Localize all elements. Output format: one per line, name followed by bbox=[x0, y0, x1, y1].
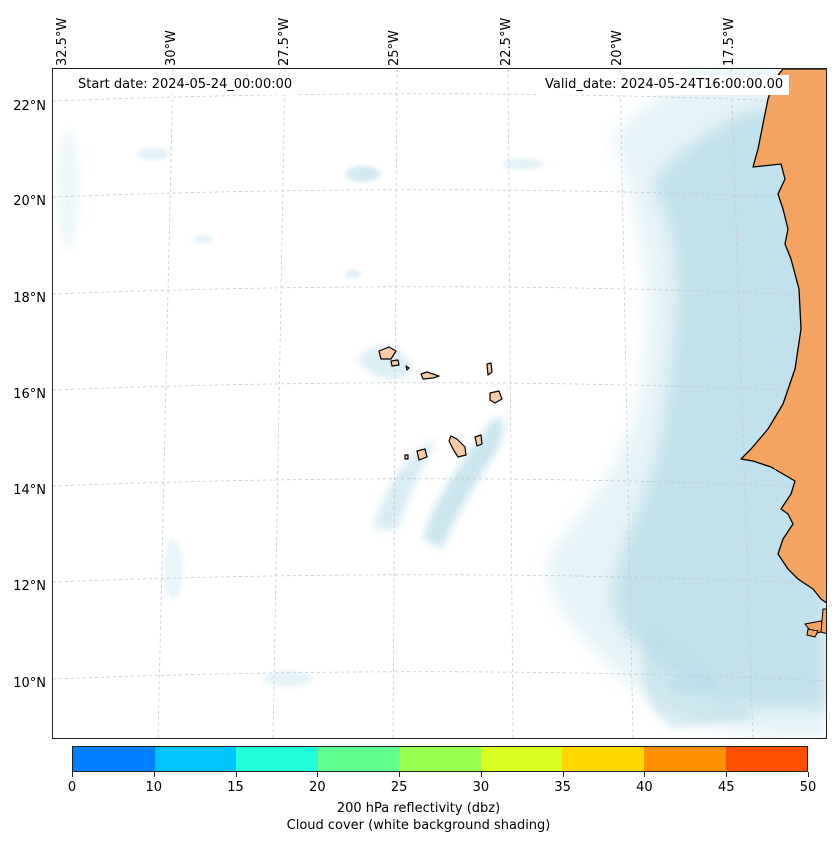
island-maio bbox=[474, 434, 483, 447]
lat-label-14n: 14°N bbox=[13, 483, 46, 498]
lat-label-12n: 12°N bbox=[13, 579, 46, 594]
colorbar-segment bbox=[73, 747, 155, 771]
cloud-cape-verde bbox=[358, 346, 413, 380]
colorbar-tick-label: 40 bbox=[636, 780, 653, 795]
colorbar-tick-mark bbox=[644, 772, 646, 777]
lon-label-17-5w: 17.5°W bbox=[722, 17, 737, 66]
colorbar-tick-mark bbox=[399, 772, 401, 777]
lon-label-22-5w: 22.5°W bbox=[499, 17, 514, 66]
cloud-blob-6 bbox=[263, 671, 313, 687]
colorbar-tick-label: 20 bbox=[309, 780, 326, 795]
colorbar-segment bbox=[399, 747, 481, 771]
colorbar-segment bbox=[562, 747, 644, 771]
colorbar-tick-mark bbox=[153, 772, 155, 777]
colorbar-tick-label: 0 bbox=[67, 780, 77, 795]
cloud-streak-2 bbox=[373, 439, 434, 529]
cloud-blob-7 bbox=[163, 539, 183, 599]
colorbar-tick-label: 45 bbox=[717, 780, 735, 795]
cloud-blob-1 bbox=[345, 166, 381, 182]
colorbar-tick-mark bbox=[562, 772, 564, 777]
lon-label-30w: 30°W bbox=[164, 30, 179, 66]
colorbar-tick-mark bbox=[726, 772, 728, 777]
colorbar-segment bbox=[643, 747, 726, 771]
meridian-27-5w bbox=[272, 69, 286, 738]
reflectivity-colorbar bbox=[72, 746, 808, 772]
island-santa-luzia bbox=[405, 365, 410, 371]
colorbar-segment bbox=[480, 747, 563, 771]
colorbar-tick-label: 15 bbox=[227, 780, 244, 795]
colorbar-tick-mark bbox=[480, 772, 482, 777]
lat-label-22n: 22°N bbox=[13, 99, 46, 114]
cloud-streak-1 bbox=[423, 416, 504, 549]
colorbar-label: 200 hPa reflectivity (dbz) bbox=[336, 801, 501, 816]
colorbar-segment bbox=[236, 747, 318, 771]
lat-label-18n: 18°N bbox=[13, 291, 46, 306]
colorbar-segment bbox=[154, 747, 237, 771]
cloud-blob-2 bbox=[137, 148, 169, 160]
meridian-25w bbox=[392, 69, 398, 738]
guinea-coast bbox=[820, 608, 826, 634]
africa-landmass bbox=[740, 69, 826, 604]
island-brava bbox=[404, 454, 409, 460]
valid-date-label: Valid_date: 2024-05-24T16:00:00.00 bbox=[539, 75, 790, 95]
cloud-blob-8 bbox=[58, 129, 78, 249]
graticule bbox=[53, 69, 826, 738]
colorbar-tick-mark bbox=[235, 772, 237, 777]
cloud-blob-5 bbox=[193, 235, 213, 243]
colorbar-tick-label: 50 bbox=[799, 780, 817, 795]
colorbar-tick-label: 25 bbox=[390, 780, 408, 795]
meridian-22-5w bbox=[507, 69, 514, 738]
lon-label-27-5w: 27.5°W bbox=[277, 17, 292, 66]
lon-label-32-5w: 32.5°W bbox=[55, 17, 70, 66]
cloud-cover-layer bbox=[58, 69, 826, 738]
colorbar-segment bbox=[725, 747, 808, 771]
colorbar-tick-mark bbox=[808, 772, 809, 777]
lat-label-16n: 16°N bbox=[13, 387, 46, 402]
meridian-17-5w bbox=[730, 69, 754, 738]
island-sao-nicolau bbox=[420, 371, 440, 380]
colorbar-sublabel: Cloud cover (white background shading) bbox=[286, 818, 551, 833]
map-canvas bbox=[53, 69, 826, 738]
bijagos-islands bbox=[806, 628, 819, 638]
meridian-30w bbox=[157, 69, 174, 738]
africa-land bbox=[740, 69, 826, 638]
island-fogo bbox=[416, 448, 428, 461]
map-panel[interactable] bbox=[52, 68, 827, 739]
colorbar-tick-label: 35 bbox=[554, 780, 571, 795]
meridian-20w bbox=[619, 69, 634, 738]
colorbar-tick-mark bbox=[72, 772, 73, 777]
cloud-core-east bbox=[612, 109, 826, 709]
lon-label-20w: 20°W bbox=[610, 30, 625, 66]
island-santiago bbox=[448, 435, 467, 458]
colorbar-tick-mark bbox=[317, 772, 319, 777]
cloud-blob-9 bbox=[668, 674, 718, 694]
island-sal bbox=[486, 362, 493, 376]
cloud-blob-4 bbox=[345, 270, 361, 278]
lat-label-10n: 10°N bbox=[13, 676, 46, 691]
cloud-blob-3 bbox=[503, 158, 543, 170]
lon-label-25w: 25°W bbox=[387, 30, 402, 66]
colorbar-segment bbox=[317, 747, 400, 771]
colorbar-tick-label: 30 bbox=[472, 780, 490, 795]
island-sao-vicente bbox=[390, 359, 400, 367]
colorbar-tick-label: 10 bbox=[145, 780, 163, 795]
cape-verde-islands bbox=[378, 346, 503, 461]
lat-label-20n: 20°N bbox=[13, 194, 46, 209]
island-santo-antao bbox=[378, 346, 397, 360]
island-boa-vista bbox=[489, 390, 503, 404]
start-date-label: Start date: 2024-05-24_00:00:00 bbox=[72, 75, 299, 95]
